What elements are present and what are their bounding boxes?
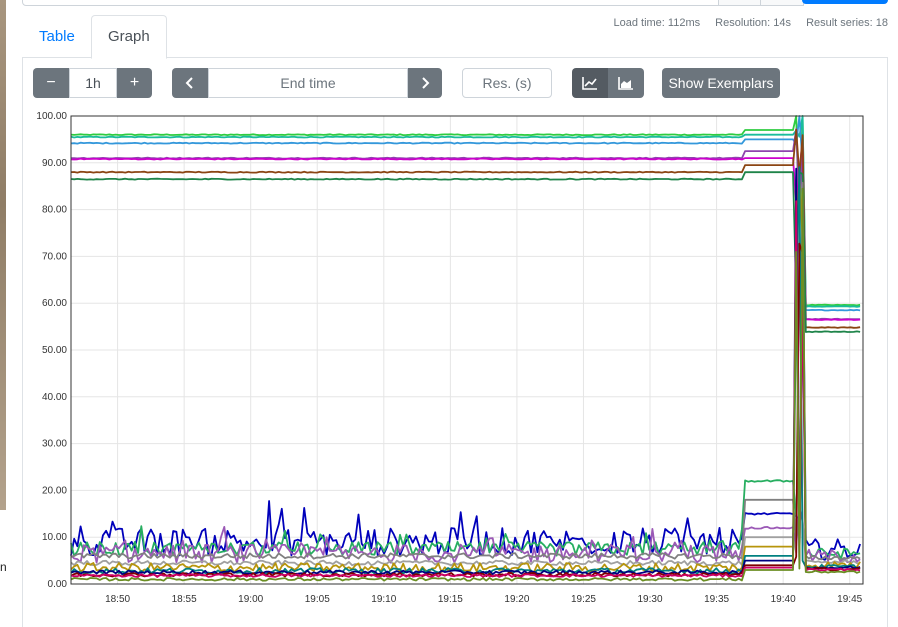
load-time: Load time: 112ms bbox=[613, 17, 701, 29]
x-tick-label: 18:55 bbox=[172, 594, 197, 605]
show-exemplars-button[interactable]: Show Exemplars bbox=[662, 68, 780, 98]
metrics-explorer-button[interactable] bbox=[718, 0, 762, 6]
x-tick-label: 19:35 bbox=[704, 594, 729, 605]
y-tick-label: 90.00 bbox=[42, 158, 67, 169]
series-line bbox=[70, 115, 861, 312]
series-line bbox=[70, 175, 861, 574]
execute-button[interactable] bbox=[802, 0, 888, 4]
graph-chart[interactable]: 0.00 10.00 20.00 30.00 40.00 50.00 60.00 70.00 8… bbox=[23, 57, 887, 627]
range-increase-button[interactable]: + bbox=[117, 68, 152, 98]
x-tick-label: 19:25 bbox=[571, 594, 596, 605]
y-tick-label: 70.00 bbox=[42, 251, 67, 262]
series-line bbox=[70, 216, 861, 567]
series-line bbox=[70, 128, 861, 329]
y-tick-label: 10.00 bbox=[42, 532, 67, 543]
x-tick-label: 18:50 bbox=[105, 594, 130, 605]
series-line bbox=[70, 187, 861, 582]
y-tick-label: 80.00 bbox=[42, 205, 67, 216]
line-mode-button[interactable] bbox=[572, 68, 608, 98]
stacked-mode-button[interactable] bbox=[608, 68, 644, 98]
end-time-back-button[interactable] bbox=[172, 68, 208, 98]
x-tick-label: 19:30 bbox=[638, 594, 663, 605]
series-line bbox=[70, 138, 861, 321]
y-tick-label: 100.00 bbox=[36, 111, 67, 122]
x-tick-label: 19:40 bbox=[771, 594, 796, 605]
expression-bar bbox=[22, 0, 888, 6]
y-tick-label: 30.00 bbox=[42, 439, 67, 450]
background-strip bbox=[0, 0, 6, 510]
tab-table[interactable]: Table bbox=[39, 28, 75, 45]
series-line bbox=[70, 200, 861, 578]
x-tick-label: 19:20 bbox=[504, 594, 529, 605]
clipped-text: n bbox=[0, 560, 7, 574]
resolution: Resolution: 14s bbox=[715, 17, 791, 29]
y-tick-label: 20.00 bbox=[42, 485, 67, 496]
series-line bbox=[70, 506, 861, 564]
graph-panel: − 1h + End time Res. (s) Show Exemplars … bbox=[22, 57, 888, 627]
clear-button[interactable] bbox=[760, 0, 804, 6]
query-stats: Load time: 112ms Resolution: 14s Result … bbox=[601, 17, 888, 29]
x-tick-label: 19:05 bbox=[305, 594, 330, 605]
x-tick-label: 19:00 bbox=[238, 594, 263, 605]
x-tick-label: 19:15 bbox=[438, 594, 463, 605]
y-tick-label: 40.00 bbox=[42, 392, 67, 403]
result-series: Result series: 18 bbox=[806, 17, 888, 29]
range-decrease-button[interactable]: − bbox=[33, 68, 69, 98]
range-input[interactable]: 1h bbox=[69, 68, 117, 98]
series-line bbox=[70, 181, 861, 561]
y-tick-label: 60.00 bbox=[42, 298, 67, 309]
y-tick-label: 0.00 bbox=[48, 579, 68, 590]
series-line bbox=[70, 171, 861, 334]
x-tick-label: 19:45 bbox=[837, 594, 862, 605]
view-tabs: Table Graph bbox=[22, 15, 888, 59]
resolution-input[interactable]: Res. (s) bbox=[462, 68, 552, 98]
y-tick-label: 50.00 bbox=[42, 345, 67, 356]
series-line bbox=[70, 115, 861, 307]
chevron-left-icon bbox=[185, 77, 193, 89]
expression-input[interactable] bbox=[22, 0, 744, 6]
series-line bbox=[70, 115, 861, 308]
line-chart-icon bbox=[582, 76, 597, 90]
plot-border bbox=[70, 115, 864, 585]
end-time-input[interactable]: End time bbox=[208, 68, 408, 98]
series-line bbox=[70, 230, 861, 560]
end-time-forward-button[interactable] bbox=[408, 68, 442, 98]
x-tick-label: 19:10 bbox=[371, 594, 396, 605]
series-line bbox=[70, 167, 861, 576]
stacked-area-chart-icon bbox=[618, 76, 633, 90]
tab-graph[interactable]: Graph bbox=[91, 15, 167, 59]
chevron-right-icon bbox=[422, 77, 430, 89]
